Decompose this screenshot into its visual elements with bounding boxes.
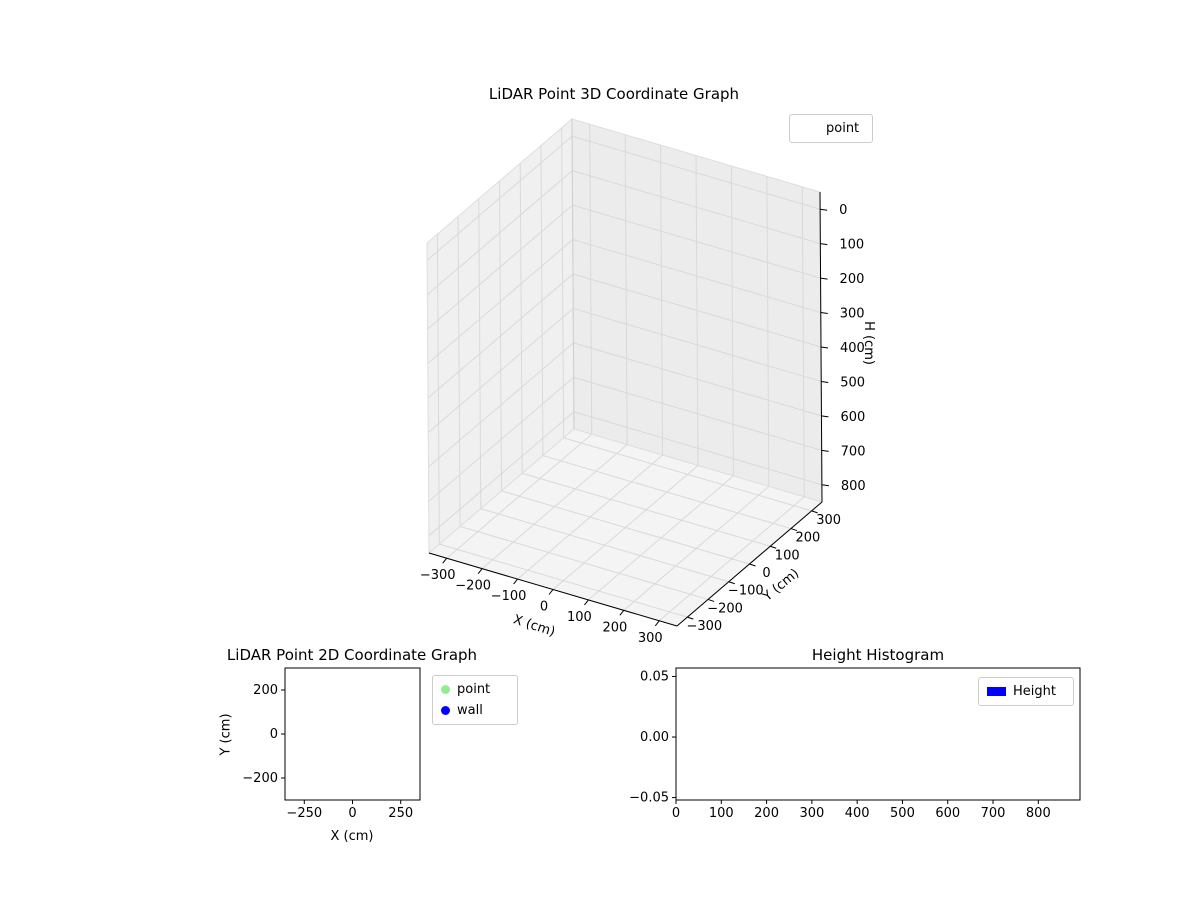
plot3d-title: LiDAR Point 3D Coordinate Graph <box>488 85 740 103</box>
plot3d-zlabel: H (cm) <box>861 321 876 365</box>
tick-label: 200 <box>754 806 779 821</box>
tick-label: 0.00 <box>640 730 669 745</box>
tick-label: 100 <box>839 238 864 253</box>
legend-item: point <box>441 680 509 699</box>
plot2d-title: LiDAR Point 2D Coordinate Graph <box>226 646 478 664</box>
tick-label: −100 <box>728 584 764 599</box>
tick-label: 700 <box>981 806 1006 821</box>
tick-label: 0 <box>672 806 680 821</box>
tick-label: −100 <box>491 589 527 604</box>
y-axis-ticks: 200 0 −200 <box>242 683 285 786</box>
tick-label: 800 <box>841 479 866 494</box>
tick-label: 200 <box>602 620 627 635</box>
x-axis-ticks: −250 0 250 <box>286 800 413 821</box>
tick-label: 300 <box>638 631 663 646</box>
tick-label: 300 <box>816 513 841 528</box>
tick-label: 500 <box>890 806 915 821</box>
tick-label: 100 <box>775 548 800 563</box>
tick-label: 600 <box>935 806 960 821</box>
plot3d-legend: point <box>789 114 873 143</box>
plot2d-legend: point wall <box>432 675 518 725</box>
legend-marker-rect <box>987 687 1006 696</box>
y-axis-ticks-3d: 300 200 100 0 −100 −200 −300 <box>686 510 841 634</box>
tick-label: −300 <box>686 619 722 634</box>
x-axis-ticks-3d: −300−200−100 0 100 200 300 <box>420 557 663 646</box>
tick-label: −250 <box>286 806 322 821</box>
plot2d-xlabel: X (cm) <box>330 829 374 844</box>
legend-item: Height <box>987 682 1065 701</box>
axes-frame <box>284 667 421 801</box>
lidar-3d-axes: −300−200−10001002003003002001000−100−200… <box>420 117 876 646</box>
tick-label: 300 <box>799 806 824 821</box>
legend-marker-circle <box>441 685 450 694</box>
tick-label: 100 <box>567 610 592 625</box>
tick-label: 700 <box>841 444 866 459</box>
tick-label: 800 <box>1026 806 1051 821</box>
hist-legend: Height <box>978 677 1074 706</box>
x-axis-ticks: 0 100 200 300 400 500 600 700 800 <box>672 800 1051 821</box>
tick-label: 300 <box>840 307 865 322</box>
legend-handle-empty <box>798 124 819 133</box>
tick-label: −200 <box>707 601 743 616</box>
tick-label: 400 <box>845 806 870 821</box>
tick-label: 200 <box>253 683 278 698</box>
tick-label: 250 <box>388 806 413 821</box>
plot2d-ylabel: Y (cm) <box>218 713 234 756</box>
tick-label: −300 <box>420 568 456 583</box>
h-axis-ticks-3d: 0 100 200 300 400 500 600 700 800 <box>820 203 866 494</box>
tick-label: −200 <box>242 771 278 786</box>
lidar-2d-axes: −250 0 250 200 0 −200 <box>242 667 421 821</box>
y-axis-ticks: 0.05 0.00 −0.05 <box>629 669 676 806</box>
legend-item: wall <box>441 701 509 720</box>
tick-label: 200 <box>796 531 821 546</box>
tick-label: 200 <box>840 272 865 287</box>
tick-label: 0 <box>762 566 770 581</box>
legend-label: wall <box>457 703 483 718</box>
legend-item: point <box>798 119 864 138</box>
height-hist-axes: 0 100 200 300 400 500 600 700 800 0.05 0.00 −0.05 <box>629 667 1081 821</box>
tick-label: 0 <box>348 806 356 821</box>
legend-label: point <box>826 121 860 136</box>
hist-title: Height Histogram <box>811 646 945 664</box>
tick-label: −200 <box>455 579 491 594</box>
tick-label: 0 <box>839 203 847 218</box>
tick-label: −0.05 <box>629 791 669 806</box>
tick-label: 400 <box>840 341 865 356</box>
tick-label: 0.05 <box>640 669 669 684</box>
tick-label: 100 <box>709 806 734 821</box>
tick-label: 0 <box>540 600 548 615</box>
tick-label: 500 <box>840 375 865 390</box>
tick-label: 0 <box>270 727 278 742</box>
legend-label: point <box>457 682 491 697</box>
legend-marker-circle <box>441 706 450 715</box>
plot3d-xlabel: X (cm) <box>511 612 557 640</box>
legend-label: Height <box>1013 684 1056 699</box>
tick-label: 600 <box>840 410 865 425</box>
grid-3d <box>426 124 823 622</box>
